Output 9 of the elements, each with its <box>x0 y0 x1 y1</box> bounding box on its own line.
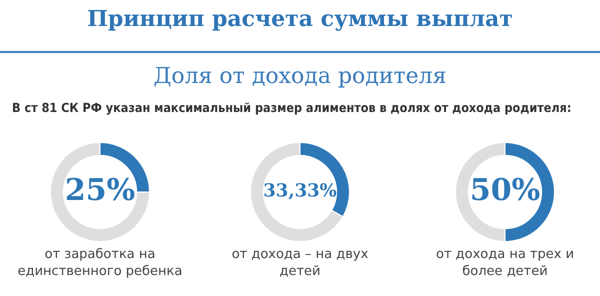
text: от заработка на единственного ребенка <box>16 246 184 280</box>
text: Доля от дохода родителя <box>152 64 448 89</box>
data-label: 33,33% <box>263 180 337 202</box>
data-label: 50% <box>470 172 540 208</box>
data-label: 25% <box>64 172 136 208</box>
text: В ст 81 СК РФ указан максимальный размер алиментов в долях от дохода родителя: <box>12 100 572 115</box>
text: от дохода – на двух детей <box>230 246 370 280</box>
text: от дохода на трех и более детей <box>434 246 576 280</box>
text: Принцип расчета суммы выплат <box>86 6 514 32</box>
